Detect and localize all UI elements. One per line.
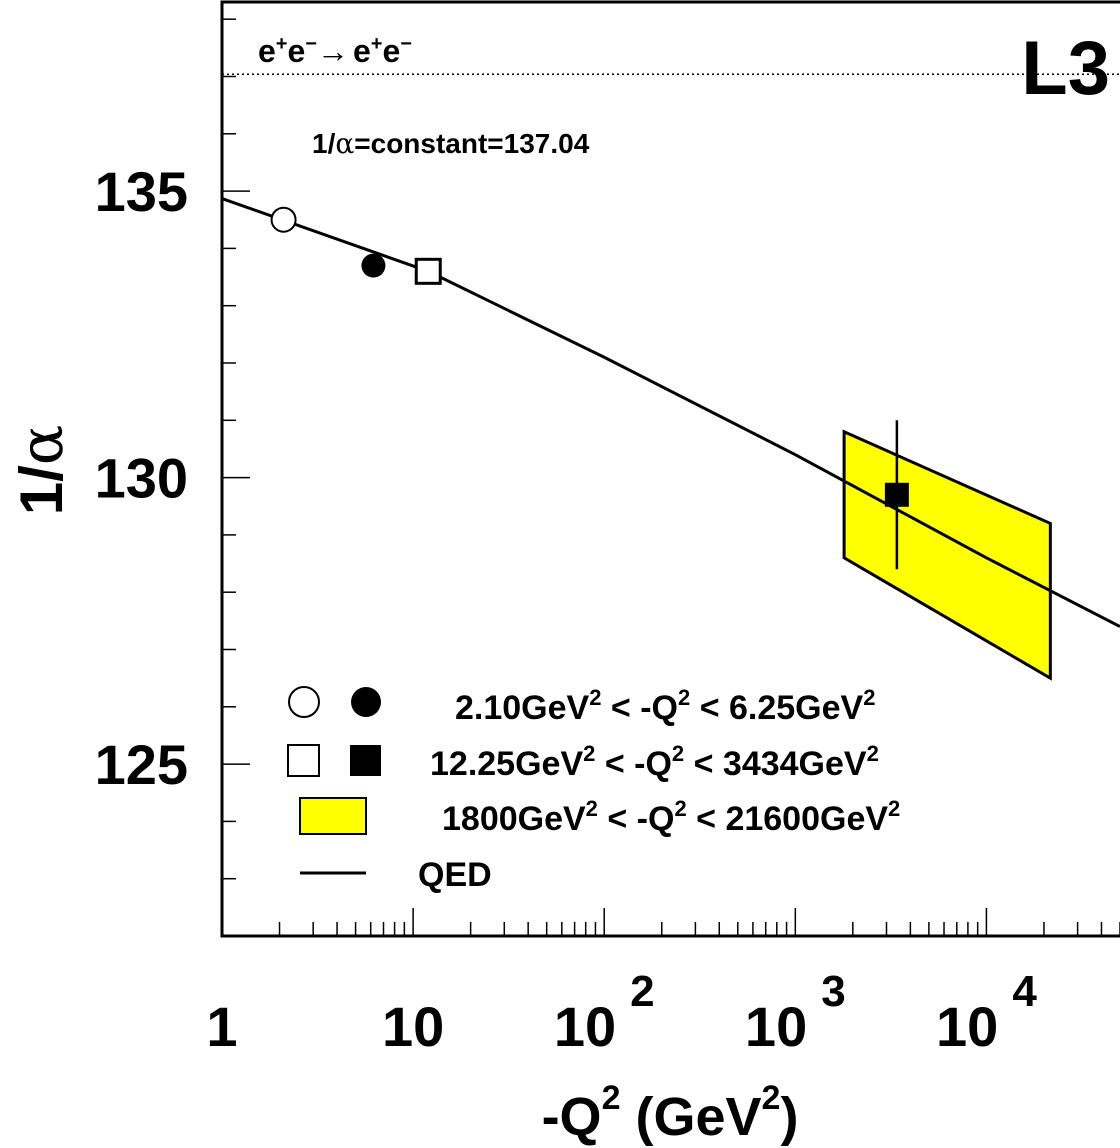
x-tick-label: 10	[382, 995, 444, 1058]
x-axis-label: -Q2 (GeV2)	[542, 1079, 799, 1147]
legend-yellow-box	[299, 797, 367, 835]
experiment-label: L3	[1021, 26, 1110, 111]
legend-entry-4: QED	[418, 856, 492, 894]
constant-line-label: 1/α=constant=137.04	[312, 127, 590, 160]
x-tick-label: 103	[745, 967, 846, 1058]
legend-open-square	[287, 744, 320, 777]
legend-entry-2: 12.25GeV2 < -Q2 < 3434GeV2	[430, 741, 879, 783]
process-label: e+e−→ e+e−	[258, 33, 412, 69]
y-tick-label: 135	[95, 160, 188, 223]
x-tick-label: 102	[554, 967, 655, 1058]
legend-entry-1: 2.10GeV2 < -Q2 < 6.25GeV2	[455, 685, 875, 727]
y-tick-label: 125	[95, 733, 188, 796]
plot-frame	[220, 0, 1120, 938]
y-tick-label: 130	[95, 447, 188, 510]
point-open-square	[414, 257, 442, 285]
point-filled-square	[884, 482, 909, 507]
point-filled-circle	[361, 253, 386, 278]
x-tick-label: 1	[206, 995, 237, 1058]
legend-entry-3: 1800GeV2 < -Q2 < 21600GeV2	[442, 796, 900, 838]
legend-open-circle	[288, 686, 320, 718]
legend-filled-circle	[351, 687, 381, 717]
y-axis-label: 1/α	[7, 425, 77, 516]
legend: 2.10GeV2 < -Q2 < 6.25GeV2 12.25GeV2 < -Q…	[287, 685, 900, 894]
qed-line	[221, 197, 1120, 628]
legend-filled-square	[350, 745, 381, 776]
x-tick-label: 104	[936, 967, 1037, 1058]
point-open-circle	[270, 206, 297, 233]
